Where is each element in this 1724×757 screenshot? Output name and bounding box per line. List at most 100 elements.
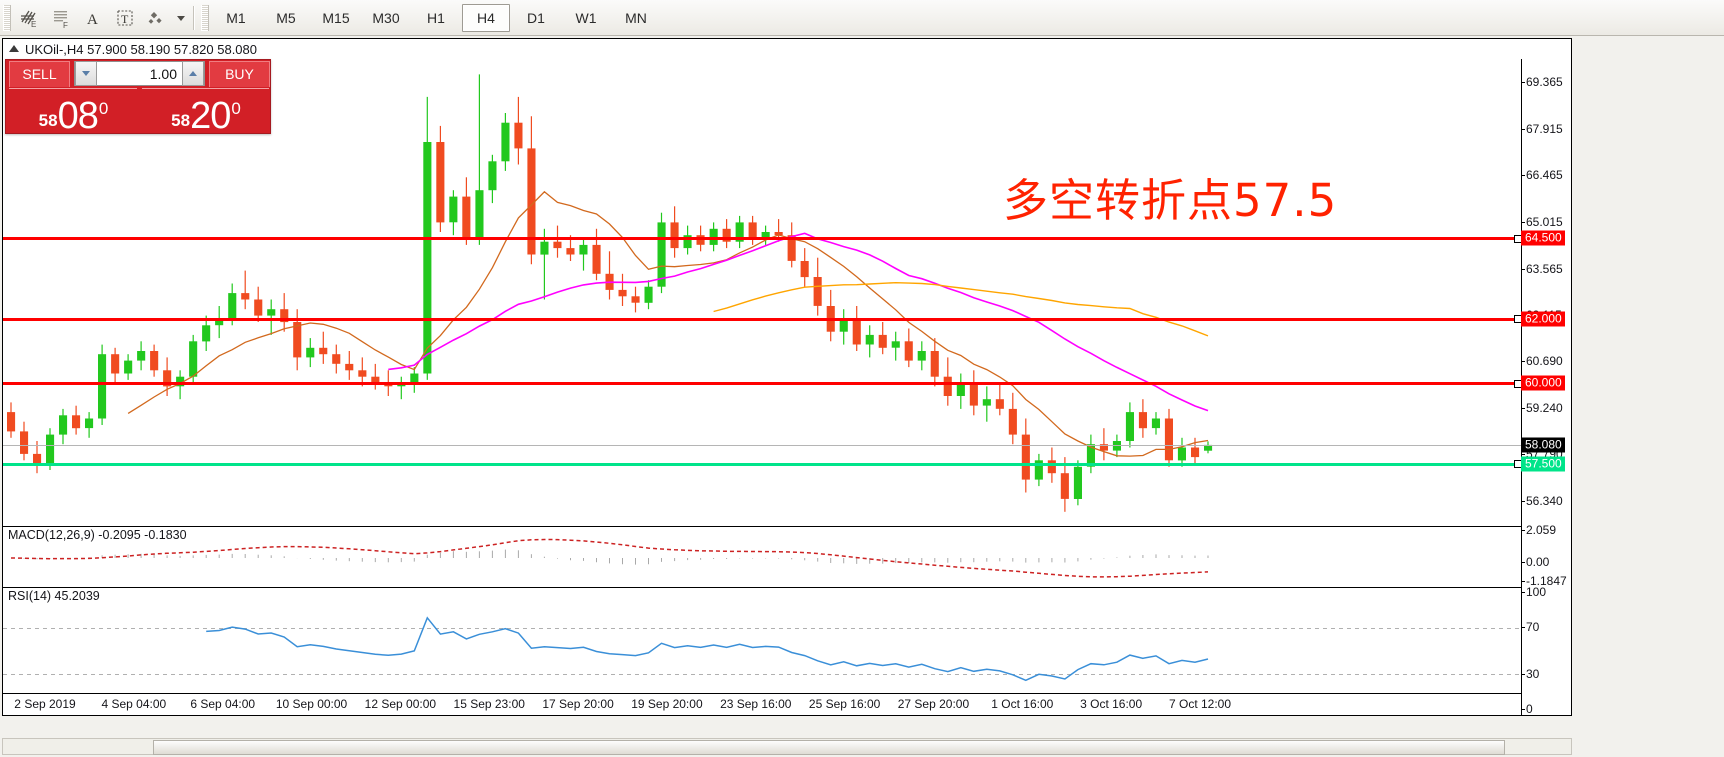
- macd-tick-label: -1.1847: [1526, 574, 1567, 588]
- svg-text:F: F: [63, 21, 68, 29]
- sell-button[interactable]: SELL: [9, 60, 70, 87]
- buy-button[interactable]: BUY: [209, 60, 270, 87]
- rsi-tick-label: 30: [1526, 666, 1540, 681]
- macd-title: MACD(12,26,9) -0.2095 -0.1830: [8, 528, 187, 542]
- buy-price-fraction: 0: [231, 99, 241, 118]
- scrollbar-thumb[interactable]: [153, 740, 1505, 755]
- objects-icon[interactable]: [141, 3, 173, 33]
- chart-annotation-text[interactable]: 多空转折点57.5: [1003, 174, 1338, 227]
- text-tool-icon[interactable]: A: [77, 3, 109, 33]
- time-axis-label: 15 Sep 23:00: [453, 697, 525, 711]
- macd-tick-mark: [1521, 562, 1525, 564]
- price-tick-mark: [1521, 81, 1525, 83]
- macd-tick-mark: [1521, 530, 1525, 531]
- timeframe-m15[interactable]: M15: [322, 9, 350, 26]
- timeframe-grip[interactable]: [201, 4, 209, 31]
- hline-57500[interactable]: [3, 460, 1522, 469]
- price-tick-mark: [1521, 221, 1525, 223]
- grid-fibo-icon[interactable]: F: [45, 3, 77, 33]
- price-tick-mark: [1521, 175, 1525, 177]
- chevron-down-icon[interactable]: [173, 3, 189, 33]
- macd-pane[interactable]: MACD(12,26,9) -0.2095 -0.1830: [3, 526, 1521, 585]
- symbol-header: UKOil-,H4 57.900 58.190 57.820 58.080: [3, 39, 1571, 59]
- hline-64500[interactable]: [3, 234, 1522, 243]
- one-click-trading-panel[interactable]: SELL 1.00 BUY 58 08 0 58 20 0: [5, 59, 271, 135]
- volume-stepper[interactable]: 1.00: [74, 61, 205, 86]
- rsi-pane[interactable]: RSI(14) 45.2039: [3, 587, 1521, 716]
- rsi-tick-label: 70: [1526, 620, 1540, 635]
- sell-price-integer: 58: [38, 111, 58, 130]
- volume-input[interactable]: 1.00: [149, 65, 177, 82]
- price-tick-mark: [1521, 268, 1525, 270]
- macd-tick-mark: [1521, 581, 1525, 582]
- svg-text:E: E: [31, 20, 36, 29]
- price-tick-mark: [1521, 407, 1525, 409]
- sell-price-fraction: 0: [98, 99, 109, 118]
- price-tick-label: 63.565: [1526, 261, 1563, 276]
- volume-increase-button[interactable]: [182, 61, 204, 86]
- time-axis-label: 2 Sep 2019: [14, 697, 76, 711]
- time-axis-label: 17 Sep 20:00: [542, 697, 614, 711]
- rsi-tick-label: 100: [1526, 585, 1547, 599]
- sell-price-main: 08: [57, 95, 99, 135]
- toolbar-divider: [193, 5, 194, 30]
- price-level-tag[interactable]: 58.080: [1521, 437, 1565, 453]
- time-axis-label: 3 Oct 16:00: [1080, 697, 1143, 711]
- buy-price-integer: 58: [171, 111, 191, 130]
- timeframe-m1[interactable]: M1: [226, 9, 246, 26]
- buy-price-display[interactable]: 58 20 0: [142, 88, 269, 135]
- svg-text:A: A: [87, 12, 98, 28]
- rsi-tick-mark: [1521, 592, 1525, 593]
- price-scale[interactable]: 69.36567.91566.46565.01563.56562.11560.6…: [1521, 59, 1571, 716]
- text-label-icon[interactable]: T: [109, 3, 141, 33]
- price-tick-label: 69.365: [1526, 74, 1563, 89]
- toolbar-grip[interactable]: [3, 4, 11, 31]
- horizontal-scrollbar[interactable]: [2, 738, 1572, 755]
- rsi-plot: [3, 616, 1521, 682]
- chart-window[interactable]: UKOil-,H4 57.900 58.190 57.820 58.080 多空…: [2, 38, 1572, 716]
- hline-60000[interactable]: [3, 379, 1522, 388]
- time-axis-label: 10 Sep 00:00: [275, 697, 348, 711]
- sell-price-display[interactable]: 58 08 0: [9, 88, 137, 135]
- price-level-tag[interactable]: 57.500: [1521, 456, 1565, 472]
- price-level-tag[interactable]: 62.000: [1521, 311, 1565, 327]
- symbol-header-text: UKOil-,H4 57.900 58.190 57.820 58.080: [25, 41, 258, 57]
- timeframe-d1[interactable]: D1: [527, 9, 545, 26]
- macd-tick-label: 0.00: [1526, 555, 1550, 570]
- hline-62000[interactable]: [3, 315, 1522, 324]
- rsi-tick-mark: [1521, 709, 1525, 710]
- price-level-tag[interactable]: 60.000: [1521, 375, 1565, 391]
- volume-decrease-button[interactable]: [75, 61, 97, 86]
- price-tick-label: 56.340: [1526, 493, 1563, 508]
- rsi-tick-mark: [1521, 627, 1525, 629]
- crosshair-expert-icon[interactable]: E: [13, 3, 45, 33]
- timeframe-h1[interactable]: H1: [427, 9, 445, 26]
- price-pane[interactable]: 多空转折点57.5: [3, 59, 1522, 524]
- price-tick-label: 60.690: [1526, 353, 1563, 368]
- price-level-tag[interactable]: 64.500: [1521, 230, 1565, 246]
- timeframe-h4[interactable]: H4: [462, 3, 510, 32]
- time-axis-label: 4 Sep 04:00: [101, 697, 167, 711]
- price-tick-mark: [1521, 500, 1525, 502]
- timeframe-mn[interactable]: MN: [625, 9, 647, 26]
- price-tick-label: 66.465: [1526, 168, 1563, 183]
- timeframe-w1[interactable]: W1: [575, 9, 597, 26]
- collapse-triangle-icon[interactable]: [9, 44, 19, 52]
- price-tick-label: 59.240: [1526, 400, 1563, 415]
- timeframe-m5[interactable]: M5: [276, 9, 296, 26]
- price-tick-mark: [1521, 128, 1525, 130]
- svg-text:T: T: [121, 12, 129, 26]
- time-axis-label: 27 Sep 20:00: [897, 697, 970, 711]
- hline-current-price: [3, 444, 1521, 446]
- timeframe-m30[interactable]: M30: [372, 9, 400, 26]
- macd-tick-label: 2.059: [1526, 523, 1557, 537]
- time-axis[interactable]: 2 Sep 2019 4 Sep 04:00 6 Sep 04:00 10 Sep 0…: [3, 693, 1521, 715]
- rsi-tick-label: 0: [1526, 702, 1533, 716]
- rsi-tick-mark: [1521, 673, 1525, 675]
- rsi-title: RSI(14) 45.2039: [8, 589, 100, 603]
- time-axis-label: 1 Oct 16:00: [991, 697, 1054, 711]
- time-axis-label: 6 Sep 04:00: [190, 697, 256, 711]
- buy-price-main: 20: [190, 95, 231, 135]
- time-axis-label: 12 Sep 00:00: [364, 697, 437, 711]
